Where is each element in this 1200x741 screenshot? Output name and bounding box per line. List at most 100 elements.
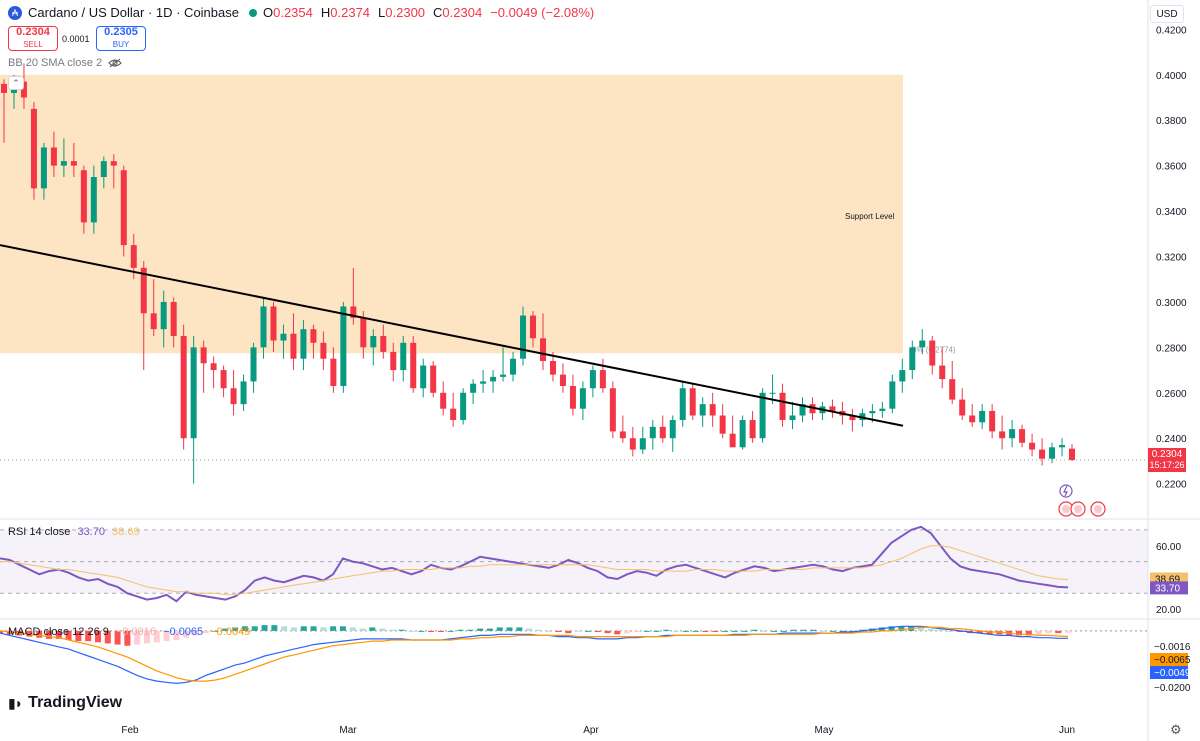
rsi-line[interactable] [0,525,1069,603]
candle[interactable] [410,342,417,389]
candle[interactable] [699,404,706,416]
candle[interactable] [589,370,596,389]
candle[interactable] [899,370,906,382]
candle[interactable] [320,342,327,359]
macd-legend[interactable]: MACD close 12 26 9 −0.0016 −0.0065 −0.00… [8,626,250,638]
candle[interactable] [20,81,27,98]
candle[interactable] [579,388,586,409]
candle[interactable] [190,347,197,439]
candle[interactable] [260,306,267,348]
candle[interactable] [939,365,946,380]
rsi-pane[interactable] [0,525,1148,603]
candle[interactable] [310,329,317,343]
candle[interactable] [829,406,836,411]
candle[interactable] [210,363,217,371]
rsi-ma-line[interactable] [0,545,1069,596]
candle[interactable] [350,306,357,318]
candle[interactable] [300,329,307,359]
candle[interactable] [809,404,816,414]
candle[interactable] [70,161,77,166]
candle[interactable] [40,147,47,189]
candle[interactable] [649,426,656,439]
candle[interactable] [909,347,916,371]
candle[interactable] [719,415,726,434]
candle[interactable] [330,358,337,386]
buy-button[interactable]: 0.2305 BUY [96,26,146,51]
candle[interactable] [849,415,856,421]
candle[interactable] [979,410,986,423]
candle[interactable] [500,374,507,377]
candle[interactable] [969,415,976,423]
candle[interactable] [639,438,646,450]
candle[interactable] [130,245,137,268]
candle[interactable] [989,410,996,432]
candle[interactable] [120,170,127,246]
eye-off-icon[interactable] [108,58,122,68]
symbol-title[interactable]: Cardano / US Dollar · 1D · Coinbase [28,5,239,20]
candle[interactable] [380,336,387,352]
candle[interactable] [1,83,7,93]
candle[interactable] [160,301,167,330]
candle[interactable] [569,385,576,409]
candle[interactable] [539,338,546,361]
candle[interactable] [549,360,556,375]
candle[interactable] [520,315,527,359]
candle[interactable] [1039,449,1046,459]
candle[interactable] [599,370,606,389]
candle[interactable] [90,177,97,223]
candle[interactable] [1009,429,1016,439]
currency-selector[interactable]: USD [1150,5,1184,23]
candle[interactable] [430,365,437,393]
candle[interactable] [530,315,537,339]
candle[interactable] [400,342,407,371]
candle[interactable] [180,336,187,439]
sell-button[interactable]: 0.2304 SELL [8,26,58,51]
candle[interactable] [769,392,776,394]
economic-events-icon[interactable] [1058,484,1108,518]
candle[interactable] [1049,447,1056,459]
candle[interactable] [659,426,666,439]
candle[interactable] [30,108,37,189]
candle[interactable] [679,388,686,421]
candle[interactable] [959,399,966,416]
candle[interactable] [609,388,616,432]
candle[interactable] [869,410,876,414]
candle[interactable] [919,340,926,348]
candle[interactable] [270,306,277,341]
candle[interactable] [949,379,956,400]
candle[interactable] [150,313,157,330]
candle[interactable] [789,415,796,421]
candle[interactable] [200,347,207,364]
candle[interactable] [619,431,626,439]
candle[interactable] [480,381,487,384]
candle[interactable] [280,333,287,341]
candle[interactable] [360,317,367,348]
candle[interactable] [510,358,517,375]
candle[interactable] [60,161,67,166]
candle[interactable] [230,388,237,405]
gear-icon[interactable]: ⚙ [1170,722,1182,737]
candle[interactable] [779,392,786,421]
candle[interactable] [629,438,636,450]
candle[interactable] [420,365,427,389]
macd-signal-line[interactable] [0,626,1069,682]
candle[interactable] [889,381,896,409]
candle[interactable] [1059,445,1066,448]
candle[interactable] [879,408,886,411]
candle[interactable] [110,161,117,166]
candle[interactable] [170,301,177,336]
candle[interactable] [440,392,447,409]
collapse-legend-button[interactable]: ⌃ [8,76,24,90]
candle[interactable] [1029,442,1036,450]
candle[interactable] [390,351,397,371]
candle[interactable] [559,374,566,386]
macd-pane[interactable] [0,625,1148,685]
candle[interactable] [370,336,377,348]
candle[interactable] [1069,448,1075,461]
candle[interactable] [470,383,477,393]
candle[interactable] [749,420,756,439]
candle[interactable] [799,404,806,416]
candle[interactable] [240,381,247,405]
candle[interactable] [709,404,716,416]
